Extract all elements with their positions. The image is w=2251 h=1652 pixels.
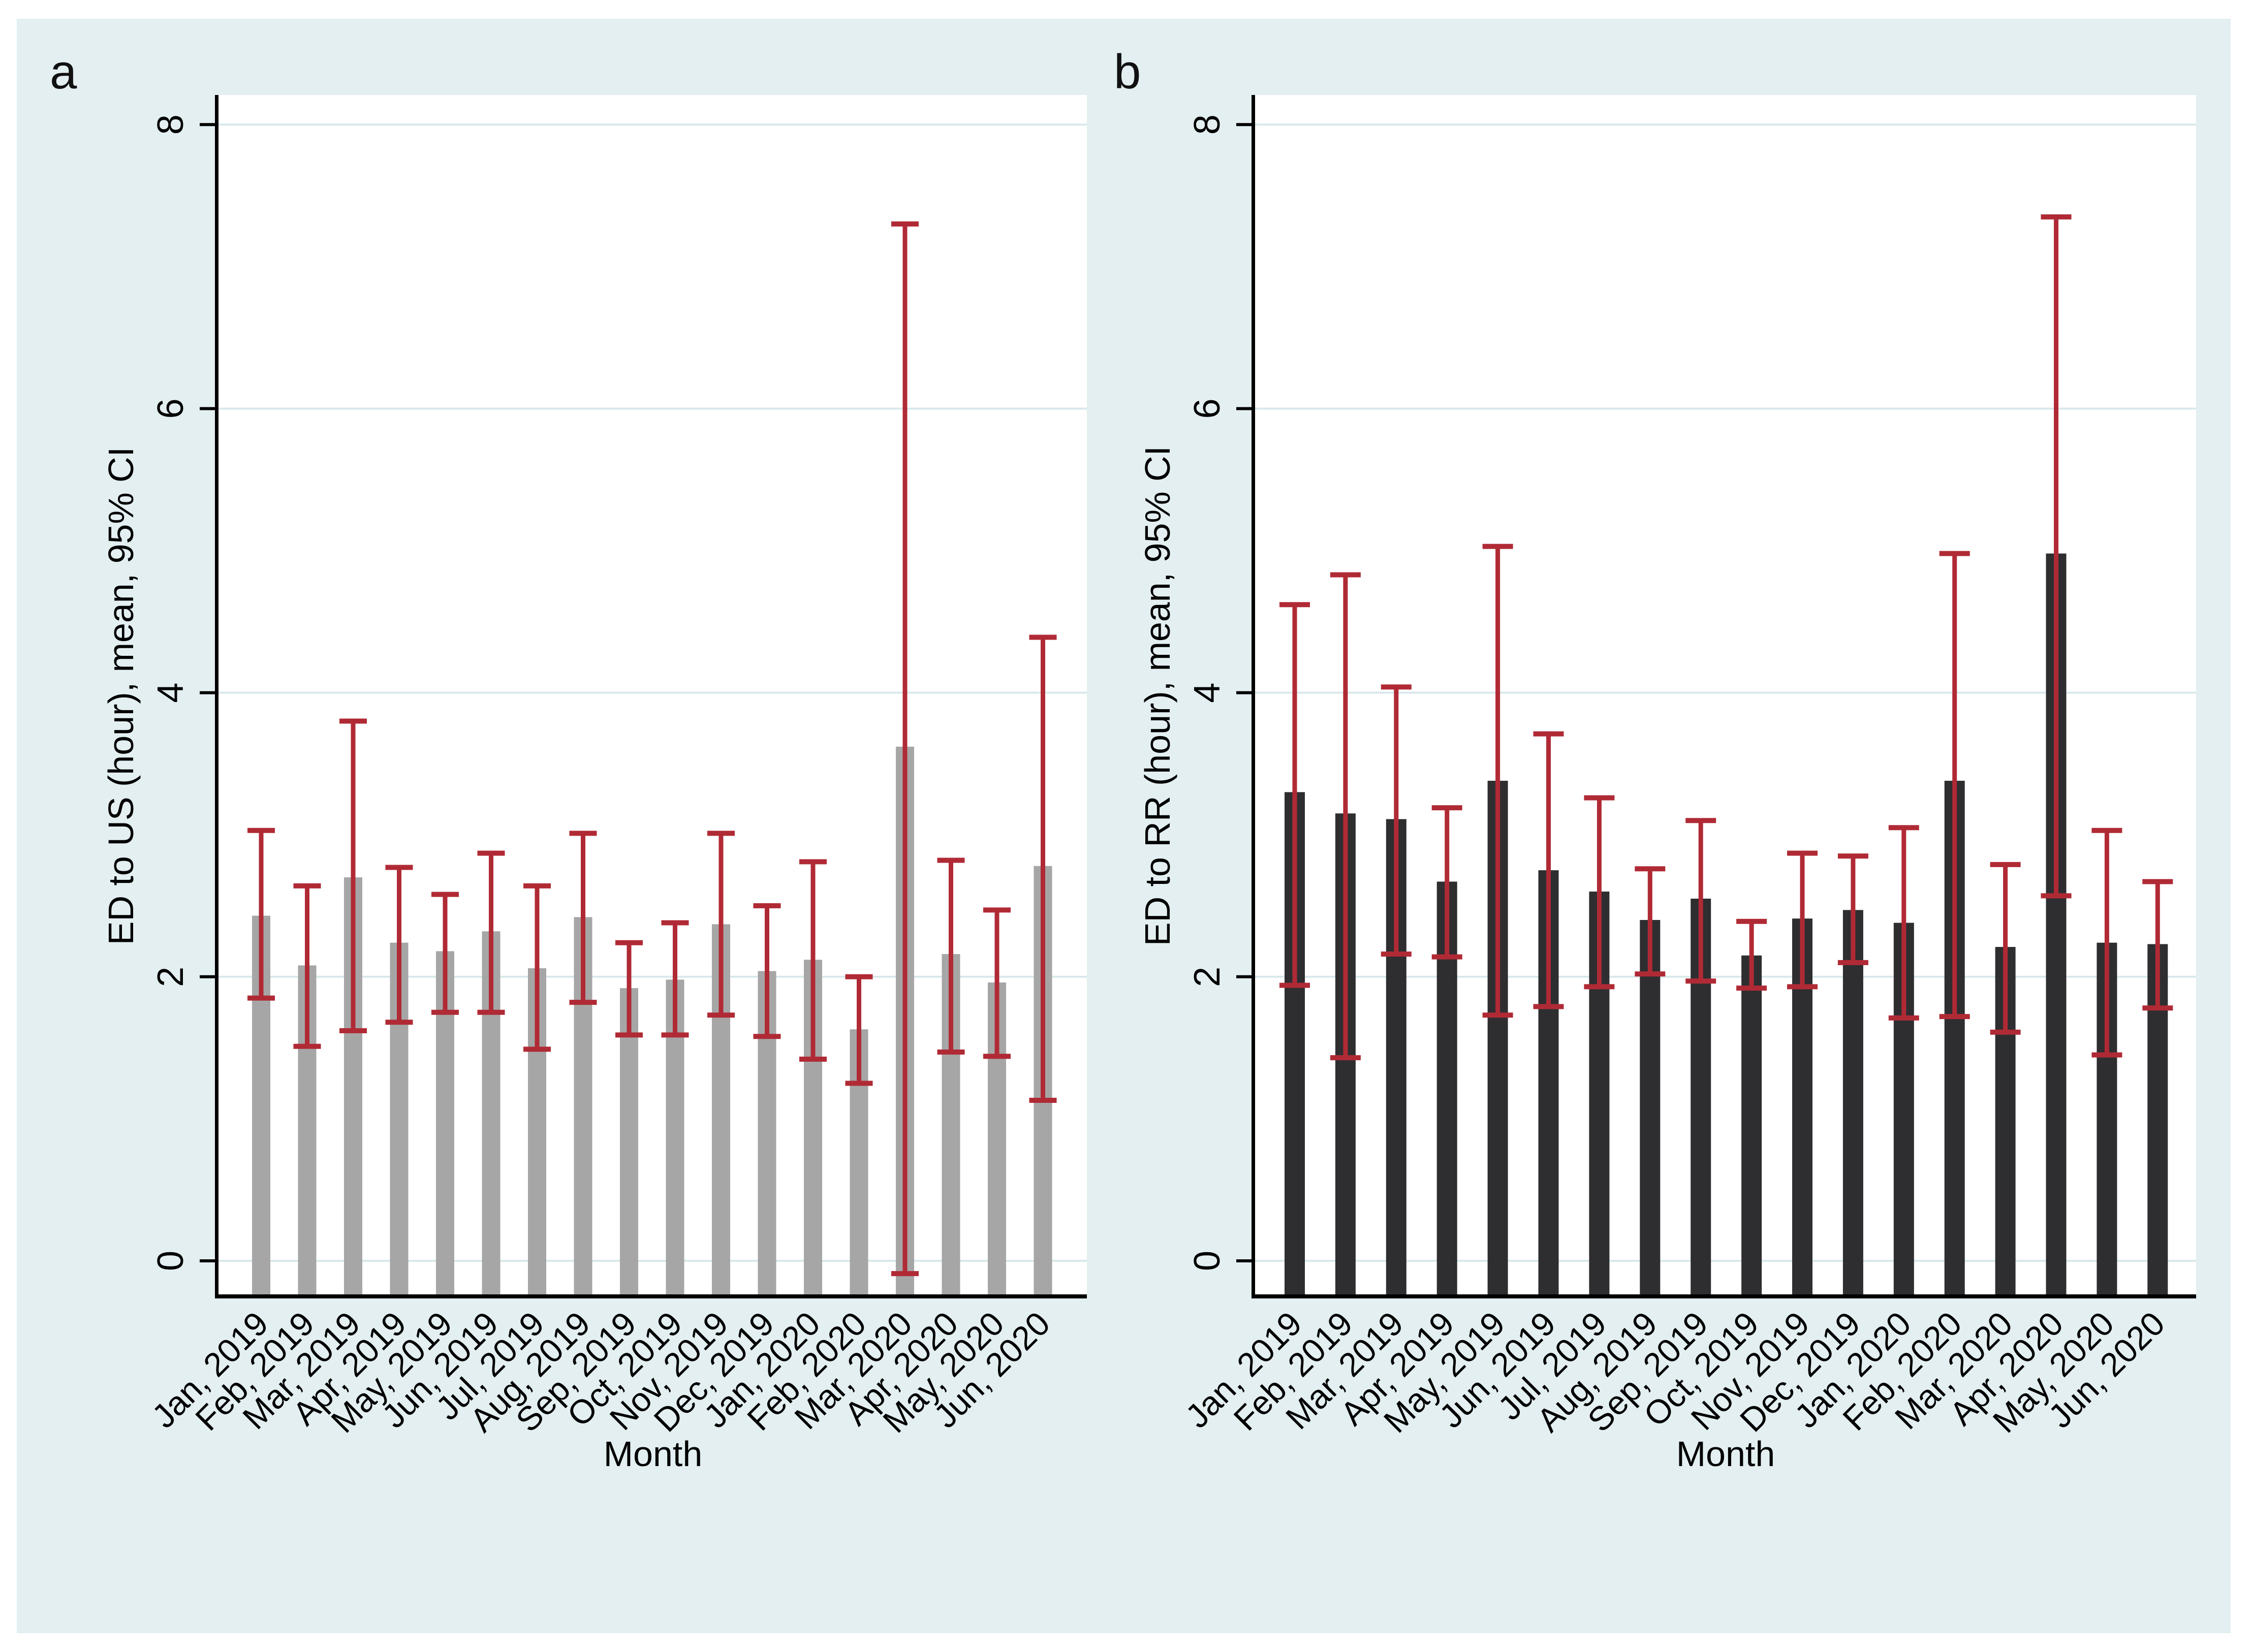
panel-a-y-tick-label: 2 <box>150 967 191 987</box>
panel-b-y-tick-label: 4 <box>1187 683 1228 703</box>
panel-b-plot-area <box>1255 95 2196 1296</box>
panel-a-x-axis-title: Month <box>603 1434 703 1474</box>
panel-a-y-axis-title: ED to US (hour), mean, 95% CI <box>101 447 141 945</box>
panel-b-bar <box>1741 955 1762 1298</box>
panel-a-y-tick-label: 0 <box>150 1251 191 1271</box>
panel-b-y-tick-label: 2 <box>1187 967 1228 987</box>
panel-b-y-tick-label: 6 <box>1187 398 1228 419</box>
panel-a-y-tick-label: 4 <box>150 683 191 703</box>
panel-b-y-axis-title: ED to RR (hour), mean, 95% CI <box>1138 446 1177 946</box>
panel-b-letter: b <box>1114 45 1141 99</box>
panel-b-y-tick-label: 8 <box>1187 114 1228 135</box>
panel-b-bar <box>1842 910 1863 1298</box>
panel-a-letter: a <box>50 45 77 99</box>
panel-b-bar <box>1640 919 1661 1298</box>
panel-a-bar <box>620 988 638 1298</box>
panel-a-y-tick-label: 8 <box>150 114 191 135</box>
panel-b-y-tick-label: 0 <box>1187 1251 1228 1271</box>
panel-b-x-axis-title: Month <box>1676 1434 1775 1474</box>
panel-a-y-tick-label: 6 <box>150 398 191 419</box>
